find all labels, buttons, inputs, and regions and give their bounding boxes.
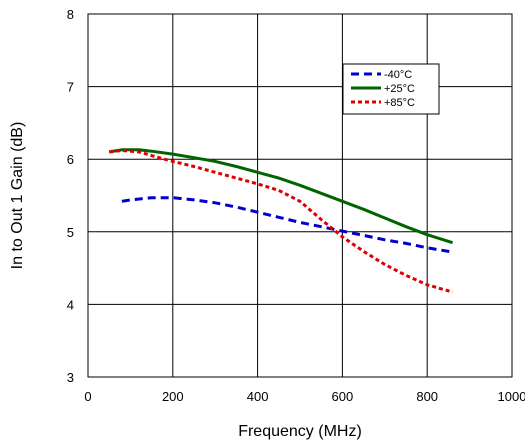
y-tick-label: 5: [67, 225, 74, 240]
y-tick-label: 8: [67, 7, 74, 22]
x-tick-label: 200: [162, 389, 184, 404]
plot-area-frame: [87, 13, 513, 378]
x-tick-label: 0: [84, 389, 91, 404]
x-tick-label: 400: [247, 389, 269, 404]
legend-label: +25°C: [384, 83, 415, 95]
series-line: [109, 149, 454, 294]
legend-label: -40°C: [384, 69, 412, 81]
grid-lines: [87, 13, 513, 378]
series-line: [121, 196, 453, 254]
legend: -40°C +25°C +85°C: [342, 63, 440, 115]
x-tick-label: 1000: [498, 389, 525, 404]
x-tick-label: 600: [332, 389, 354, 404]
x-tick-label: 800: [416, 389, 438, 404]
y-tick-label: 6: [67, 152, 74, 167]
tick-labels: 0 200 400 600 800 1000 3 4 5 6 7 8: [67, 7, 525, 404]
x-axis-label: Frequency (MHz): [238, 423, 362, 440]
y-axis-label: In to Out 1 Gain (dB): [9, 122, 26, 270]
series-layer: [108, 148, 454, 294]
y-tick-label: 3: [67, 370, 74, 385]
series-line: [108, 148, 454, 245]
legend-label: +85°C: [384, 97, 415, 109]
y-tick-label: 4: [67, 297, 74, 312]
y-tick-label: 7: [67, 80, 74, 95]
